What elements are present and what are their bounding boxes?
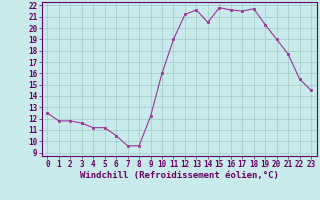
X-axis label: Windchill (Refroidissement éolien,°C): Windchill (Refroidissement éolien,°C): [80, 171, 279, 180]
